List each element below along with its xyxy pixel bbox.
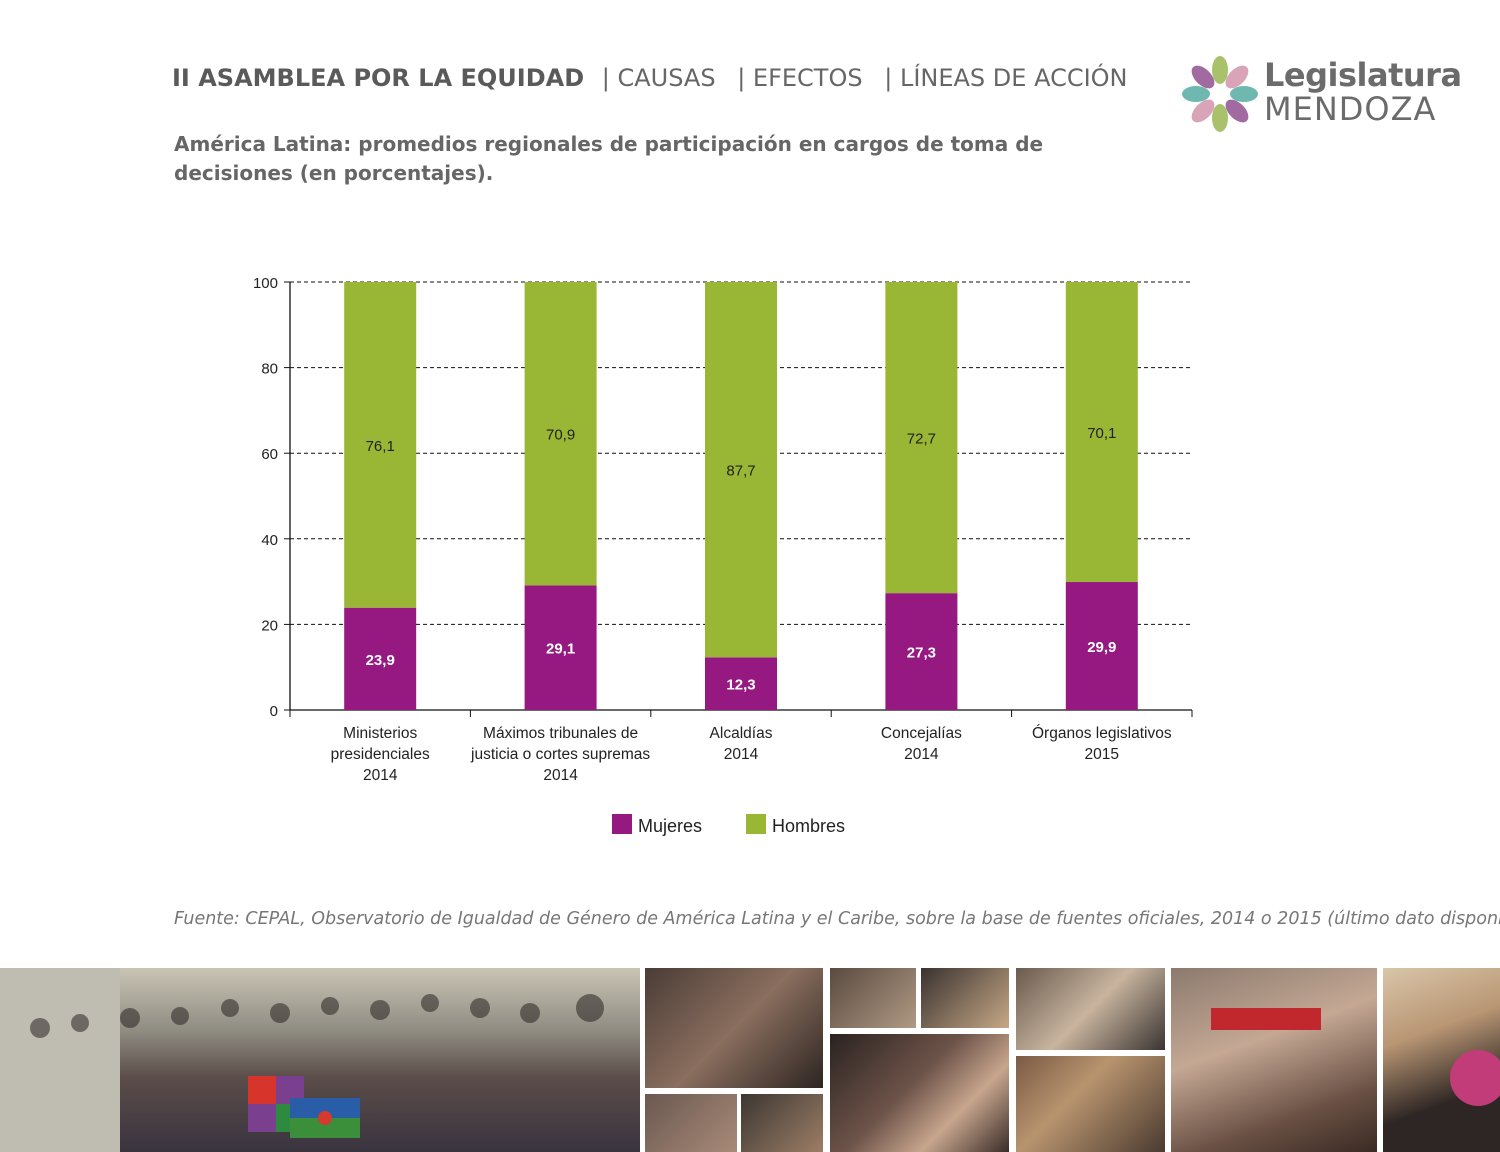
flower-logo-icon [1182, 56, 1258, 132]
photo-session-5 [1016, 968, 1165, 1050]
photo-session-4 [921, 968, 1009, 1028]
bar-hombres [524, 282, 597, 586]
x-category-label: presidenciales [331, 746, 430, 763]
x-category-label: 2014 [904, 746, 939, 763]
y-tick-label: 40 [261, 532, 278, 549]
bar-mujeres [1065, 582, 1138, 710]
photo-session-6 [1016, 1056, 1165, 1152]
photo-speaker-headband [1171, 968, 1377, 1152]
x-category-label: Ministerios [343, 725, 417, 742]
x-category-label: 2014 [363, 767, 398, 784]
x-category-label: 2015 [1085, 746, 1119, 763]
stacked-bar-chart: 0 20 40 60 80 100 23,9 76,1 Ministerios presidenc… [253, 275, 1193, 836]
legend-swatch-mujeres [612, 814, 632, 834]
data-label: 29,9 [1087, 639, 1116, 656]
photo-woman-sign [1383, 968, 1500, 1152]
y-tick-label: 100 [253, 275, 278, 292]
source-note: Fuente: CEPAL, Observatorio de Igualdad … [174, 909, 1500, 929]
data-label: 76,1 [366, 438, 395, 455]
photo-session-3 [830, 968, 916, 1028]
data-label: 87,7 [726, 463, 755, 480]
legend-label-mujeres: Mujeres [638, 816, 702, 836]
data-label: 29,1 [546, 641, 575, 658]
page-header: II ASAMBLEA POR LA EQUIDAD | CAUSAS | EF… [172, 64, 1132, 92]
bar-mujeres [344, 607, 417, 710]
y-tick-label: 0 [270, 703, 278, 720]
chart-subtitle: América Latina: promedios regionales de … [174, 132, 1044, 185]
x-category-label: 2014 [543, 767, 578, 784]
bar-hombres [705, 282, 777, 658]
header-section-causas: | CAUSAS [601, 64, 716, 92]
legislatura-logo: Legislatura MENDOZA [1182, 52, 1462, 136]
photo-session-1 [645, 1094, 737, 1152]
y-tick-label: 20 [261, 617, 278, 634]
bar-mujeres [885, 593, 958, 710]
x-category-label: justicia o cortes supremas [470, 746, 650, 763]
y-tick-label: 80 [261, 361, 278, 378]
data-label: 23,9 [366, 652, 395, 669]
header-title: II ASAMBLEA POR LA EQUIDAD [172, 64, 585, 92]
data-label: 70,9 [546, 427, 575, 444]
x-category-label: Máximos tribunales de [483, 725, 638, 742]
bar-mujeres [524, 585, 597, 710]
header-section-lineas: | LÍNEAS DE ACCIÓN [884, 64, 1128, 92]
data-label: 27,3 [907, 645, 936, 662]
data-label: 12,3 [726, 677, 755, 694]
y-tick-label: 60 [261, 446, 278, 463]
photo-group-assembly [0, 968, 640, 1152]
header-section-efectos: | EFECTOS [737, 64, 863, 92]
logo-text-legislatura: Legislatura [1264, 56, 1462, 94]
photo-strip [0, 968, 1500, 1152]
legend-swatch-hombres [746, 814, 766, 834]
x-category-label: Órganos legislativos [1032, 725, 1172, 742]
bar-mujeres [705, 657, 777, 710]
bar-hombres [344, 282, 417, 608]
photo-session-2 [741, 1094, 823, 1152]
data-label: 72,7 [907, 431, 936, 448]
bar-hombres [885, 282, 958, 594]
photo-legislator-speaking [645, 968, 823, 1088]
x-category-label: Concejalías [881, 725, 962, 742]
data-label: 70,1 [1087, 425, 1116, 442]
bar-hombres [1065, 282, 1138, 583]
x-category-label: 2014 [724, 746, 759, 763]
logo-text-mendoza: MENDOZA [1264, 90, 1437, 128]
legend-label-hombres: Hombres [772, 816, 845, 836]
x-category-label: Alcaldías [710, 725, 773, 742]
photo-woman-portrait [830, 1034, 1009, 1152]
